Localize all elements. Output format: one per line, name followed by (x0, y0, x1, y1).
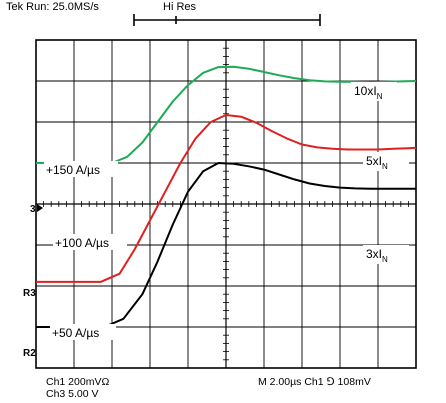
trigger-position-bracket (133, 14, 321, 26)
annotation-100: +100 A/µs (53, 234, 127, 250)
timebase-trigger-readout: M 2.00µs Ch1 ⅁ 108mV (258, 376, 371, 388)
series-label-background (363, 245, 409, 264)
waveform-3 (36, 162, 416, 328)
series-label-1: 10xIN (354, 84, 383, 101)
series-label-background (351, 82, 397, 101)
ref3-marker: R3 (23, 288, 36, 299)
ch3-scale-readout: Ch3 5.00 V (46, 388, 99, 400)
ch1-scale-readout: Ch1 200mVΩ (46, 376, 109, 388)
ch3-marker-arrow-icon (37, 204, 43, 212)
waveform-traces (36, 65, 417, 328)
acquisition-status: Tek Run: 25.0MS/s (6, 1, 99, 13)
acquisition-mode: Hi Res (163, 1, 197, 13)
waveform-1 (36, 65, 417, 164)
series-labels: 10xIN 5xIN 3xIN (351, 82, 409, 264)
ch3-ground-marker: 3 (30, 204, 36, 215)
rate-100-label: +100 A/µs (55, 236, 109, 250)
series-label-background (363, 152, 409, 171)
series-label-2: 5xIN (366, 154, 388, 171)
series-label-3: 3xIN (366, 247, 388, 264)
rate-50-label: +50 A/µs (52, 326, 99, 340)
annotation-150: +150 A/µs (44, 161, 118, 177)
ref2-marker: R2 (23, 348, 36, 359)
annotation-50: +50 A/µs (50, 324, 116, 340)
waveform-2 (36, 114, 417, 283)
rate-150-label: +150 A/µs (46, 163, 100, 177)
